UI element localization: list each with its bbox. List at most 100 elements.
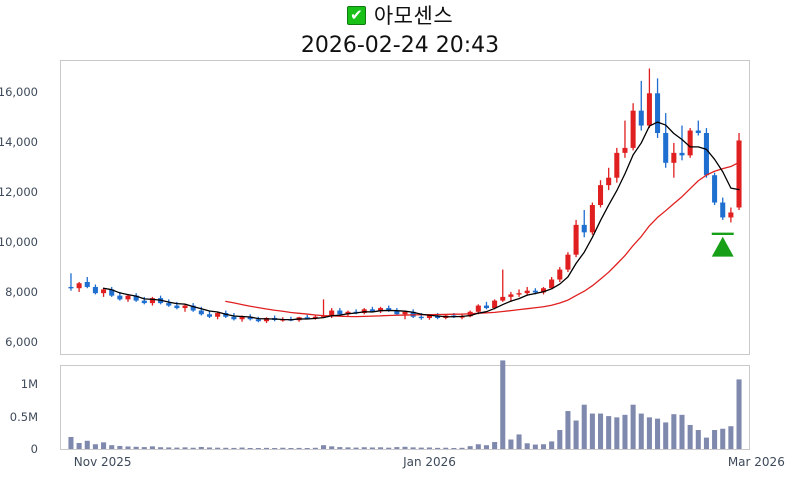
volume-bar [435,447,441,449]
volume-bar [459,447,465,449]
volume-bar [329,446,335,449]
volume-bar [483,445,489,449]
volume-bar [369,447,375,449]
candlestick [84,277,90,289]
volume-bar [117,445,123,449]
candlestick [606,167,612,191]
candlestick [141,296,147,305]
candlestick [695,120,701,136]
candlestick [206,310,212,318]
volume-chart-panel [60,360,750,450]
candlestick [337,308,343,316]
chart-header: ✔ 아모센스 2026-02-24 20:43 [0,0,800,60]
volume-bar [606,416,612,449]
volume-bar [321,445,327,449]
volume-bar [516,434,522,449]
timestamp-label: 2026-02-24 20:43 [300,33,500,58]
volume-bar [272,448,278,449]
candlestick [483,301,489,310]
volume-bar [598,413,604,449]
volume-bar [720,428,726,449]
candlestick [703,128,709,178]
volume-bar [402,446,408,449]
candlestick [720,197,726,220]
buy-signal-marker [711,232,734,257]
volume-bar [223,447,229,449]
volume-bar [622,414,628,449]
volume-bar [84,440,90,449]
candlestick [149,296,155,306]
candlestick [549,277,555,290]
volume-bar [426,447,432,449]
candlestick [565,252,571,273]
volume-bar [263,447,270,449]
candlestick [492,299,498,310]
volume-bar [687,424,693,449]
volume-bar [418,447,424,449]
candlestick [516,289,522,297]
candlestick [101,288,107,297]
candlestick [263,317,270,323]
volume-bar [614,417,620,449]
moving-average-line [102,121,740,321]
volume-bar [443,447,449,449]
date-tick-label: Mar 2026 [727,455,785,469]
volume-bar [166,447,172,449]
volume-bar [125,446,131,449]
volume-bar [386,447,392,449]
volume-bar [549,441,555,449]
candlestick [655,78,661,138]
candlestick [76,281,82,292]
candlestick [215,311,221,320]
candlestick [728,207,734,223]
volume-bar [101,442,107,449]
volume-bar [198,446,204,449]
candlestick [622,120,628,158]
volume-bar [524,443,530,449]
volume-bar [92,444,98,449]
candlestick [109,286,115,297]
title-row: ✔ 아모센스 [0,0,800,30]
volume-bar [589,413,595,449]
candlestick [182,304,188,312]
volume-bar [475,444,481,449]
volume-bar [288,448,294,449]
volume-bar [255,448,261,449]
candlestick [508,291,514,302]
candlestick [589,202,595,235]
volume-bar [312,447,318,449]
candlestick [133,293,139,302]
date-tick-label: Jan 2026 [403,455,456,469]
volume-bar [280,447,286,449]
volume-bar [736,379,742,449]
volume-bar [500,360,506,449]
volume-bar [215,447,221,449]
volume-bar [68,436,74,449]
volume-bar [378,447,384,449]
volume-bar [239,447,245,449]
volume-bar [182,447,188,449]
candlestick [712,172,718,206]
volume-bar [655,418,661,449]
volume-bar [394,447,400,449]
volume-bar [532,444,538,449]
candlestick [638,80,644,131]
date-tick-label: Nov 2025 [73,455,132,469]
candlestick [663,113,669,168]
volume-bar [353,447,359,449]
volume-bar [337,447,343,449]
candlestick [378,306,384,314]
moving-average-line [225,161,740,318]
candlestick [231,313,237,321]
volume-bar [451,447,457,449]
candlestick [92,284,98,295]
volume-bar [296,447,302,449]
volume-bar [231,447,237,449]
candlestick [166,299,172,307]
volume-bar [190,447,196,449]
volume-bar [728,426,734,449]
candlestick [410,309,416,318]
candlestick [394,308,400,316]
candlestick [581,209,587,238]
candlestick [557,267,563,282]
